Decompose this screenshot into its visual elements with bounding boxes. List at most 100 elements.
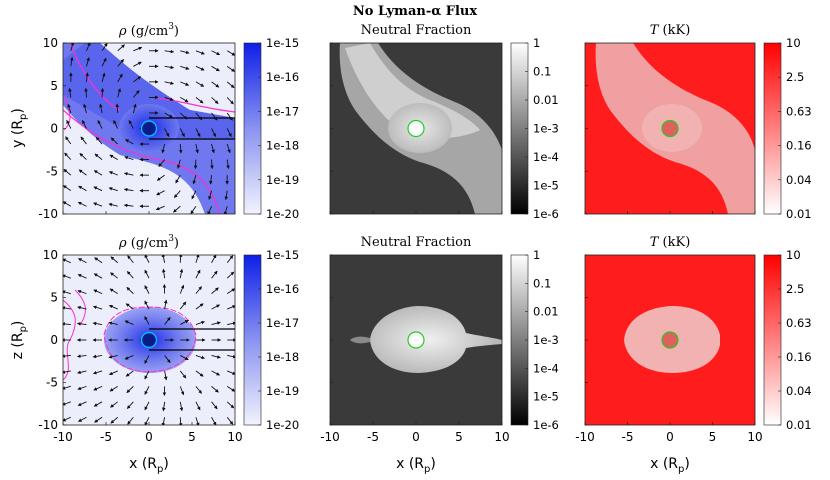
colorbar-neutral-xy: 1 0.1 0.01 1e-3 1e-4 1e-5 1e-6: [510, 36, 559, 221]
velocity-arrow: [156, 174, 165, 181]
velocity-arrow: [68, 87, 72, 98]
x-tick-label: -5: [100, 430, 112, 444]
velocity-arrow: [164, 112, 173, 118]
x-tick-label: 5: [188, 430, 196, 444]
velocity-arrow: [211, 112, 218, 121]
velocity-arrow: [144, 355, 150, 364]
panel-density-xy: ρ (g/cm3): [62, 22, 236, 215]
velocity-arrow: [128, 120, 134, 129]
panel-neutral-xy: Neutral Fraction: [329, 23, 503, 215]
velocity-arrow: [117, 88, 122, 98]
colorbar-tick-label: 1e-5: [533, 390, 559, 404]
velocity-arrow: [109, 154, 118, 160]
contour-line: [154, 97, 235, 113]
velocity-arrow: [173, 205, 181, 213]
velocity-arrow: [211, 97, 219, 104]
velocity-arrow: [144, 417, 150, 425]
velocity-vectors: [63, 43, 235, 214]
x-tick-label: -10: [53, 430, 73, 444]
panel-title: Neutral Fraction: [361, 23, 472, 38]
velocity-arrow: [226, 112, 233, 121]
velocity-arrow: [163, 299, 168, 310]
x-tick-label: -10: [575, 430, 595, 444]
velocity-arrow: [195, 143, 199, 154]
y-tick-label: 10: [43, 248, 58, 262]
velocity-arrow: [211, 270, 218, 279]
velocity-arrow: [76, 322, 87, 326]
velocity-arrow: [77, 416, 87, 422]
panel-title: T (kK): [650, 235, 691, 250]
panel-temperature-xz: T (kK): [584, 235, 756, 426]
velocity-arrow: [144, 300, 150, 310]
velocity-arrow: [179, 301, 187, 310]
velocity-arrow: [108, 305, 118, 310]
velocity-arrow: [123, 187, 134, 192]
colorbar-tick-label: 1e-15: [266, 248, 299, 262]
planet-marker: [140, 120, 158, 137]
velocity-arrow: [164, 49, 175, 54]
velocity-arrow: [179, 112, 188, 120]
velocity-arrow: [108, 171, 118, 176]
velocity-arrow: [79, 153, 87, 160]
velocity-arrow: [77, 258, 87, 264]
colorbar-tick-label: 1e-4: [533, 150, 559, 164]
velocity-arrow: [144, 401, 150, 411]
velocity-arrow: [94, 257, 103, 264]
stream-core: [63, 43, 235, 140]
velocity-arrow: [144, 370, 150, 380]
panel-density-xz: ρ (g/cm3): [62, 234, 236, 426]
x-tick-label: 0: [666, 430, 674, 444]
velocity-arrow: [179, 268, 184, 279]
velocity-arrow: [80, 136, 87, 145]
colorbar-tick-label: 1e-16: [266, 282, 299, 296]
velocity-arrow: [191, 190, 197, 200]
colorbar-tick-label: 0.01: [533, 305, 559, 319]
velocity-arrow: [211, 287, 219, 294]
velocity-arrow: [123, 203, 134, 208]
velocity-arrow: [195, 303, 204, 310]
velocity-arrow: [211, 255, 217, 263]
colorbar-tick-label: 1e-18: [266, 139, 299, 153]
velocity-arrow: [226, 143, 231, 154]
x-tick-label: 10: [747, 430, 762, 444]
velocity-arrow: [110, 416, 119, 424]
velocity-arrow: [101, 43, 108, 52]
colorbar-tick-label: 1e-3: [533, 122, 559, 136]
velocity-arrow: [211, 81, 220, 88]
contour-line: [69, 43, 121, 111]
y-tick-label: -5: [46, 164, 58, 178]
colorbar-tick-label: 0.16: [786, 350, 812, 364]
velocity-arrow: [126, 401, 134, 409]
velocity-arrow: [226, 255, 234, 264]
velocity-arrow: [164, 316, 171, 325]
velocity-arrow: [133, 76, 142, 83]
velocity-arrow: [155, 205, 165, 211]
velocity-arrow: [132, 103, 137, 114]
velocity-arrow: [144, 269, 150, 279]
velocity-arrow: [108, 321, 118, 325]
colorbar-tick-label: 1e-5: [533, 179, 559, 193]
velocity-arrow: [133, 46, 143, 52]
velocity-arrow: [113, 119, 119, 129]
colorbar-tick-label: 1e-4: [533, 361, 559, 375]
velocity-arrow: [180, 319, 189, 325]
velocity-arrow: [99, 103, 103, 114]
velocity-arrow: [195, 401, 201, 411]
velocity-arrow: [70, 43, 75, 51]
colorbar-tick-label: 1e-17: [266, 316, 299, 330]
velocity-arrow: [63, 290, 71, 295]
velocity-arrow: [164, 128, 170, 137]
velocity-arrow: [63, 274, 71, 279]
colorbar-tick-label: 0.04: [786, 384, 812, 398]
velocity-arrow: [77, 401, 87, 406]
velocity-arrow: [93, 273, 103, 279]
colorbar-tick-label: 0.1: [533, 65, 551, 79]
velocity-arrow: [211, 128, 217, 138]
panel-title: ρ (g/cm3): [118, 22, 179, 39]
velocity-arrow: [109, 385, 118, 392]
velocity-arrow: [117, 59, 124, 67]
velocity-arrow: [226, 159, 230, 170]
velocity-arrow: [110, 401, 118, 408]
velocity-arrow: [124, 320, 134, 325]
velocity-arrow: [226, 97, 234, 105]
